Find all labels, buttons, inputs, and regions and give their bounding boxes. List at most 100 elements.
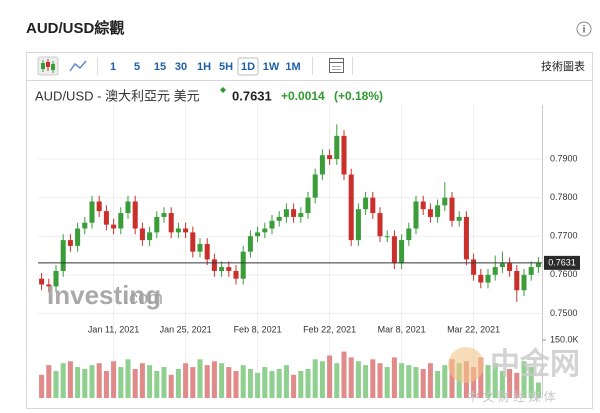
volume-bar (154, 370, 160, 398)
watermark-suffix: .com (124, 288, 163, 308)
candle-body (75, 228, 81, 246)
candle-body (46, 284, 52, 287)
last-price-label: 0.7631 (548, 258, 576, 268)
volume-bar (269, 370, 275, 398)
volume-bar (427, 363, 433, 398)
volume-bar (67, 361, 73, 398)
corner-logo-mark (448, 347, 484, 383)
volume-bar (219, 363, 225, 398)
interval-button[interactable]: 1W (263, 61, 280, 73)
y-tick-label: 0.7600 (550, 269, 578, 279)
page-title: AUD/USD綜觀 (26, 19, 124, 37)
y-tick-label: 0.7500 (550, 308, 578, 318)
quote-price: 0.7631 (232, 88, 272, 103)
candle-body (219, 267, 225, 271)
volume-bar (406, 365, 412, 398)
interval-button[interactable]: 1H (197, 61, 211, 73)
volume-bar (521, 361, 527, 398)
candle-body (312, 174, 318, 198)
volume-bar (118, 367, 124, 398)
last-price-box (544, 255, 580, 270)
candle-body (183, 228, 189, 233)
candle-body (226, 267, 232, 271)
volume-bar (89, 365, 95, 398)
candle-body (499, 263, 505, 268)
settings-icon[interactable] (329, 58, 344, 73)
watermark-brand: Investing (47, 280, 161, 310)
candle-body (96, 201, 102, 212)
volume-bar (96, 363, 102, 398)
candle-body (283, 209, 289, 217)
chart-frame (26, 52, 593, 409)
candle-body (507, 263, 513, 271)
candle-body (175, 228, 181, 233)
volume-bar (276, 369, 282, 398)
volume-bar (75, 367, 81, 398)
candle-body (456, 216, 462, 221)
candle-body (298, 213, 304, 217)
volume-bar (298, 370, 304, 398)
volume-bar (442, 365, 448, 398)
candle-type-icon[interactable] (37, 56, 59, 76)
volume-bar (507, 369, 513, 398)
volume-bar (435, 370, 441, 398)
x-tick-label: Feb 22, 2021 (303, 324, 356, 334)
interval-button[interactable]: 15 (154, 61, 166, 73)
candle-body (82, 222, 88, 229)
candle-body (67, 240, 73, 246)
volume-bar (391, 357, 397, 398)
volume-bar (449, 359, 455, 398)
candle-body (305, 197, 311, 214)
volume-bar (283, 365, 289, 398)
candle-body (399, 240, 405, 264)
volume-bar (139, 363, 145, 398)
interval-button[interactable]: 1 (110, 61, 116, 73)
volume-bar (413, 367, 419, 398)
candle-body (319, 155, 325, 175)
interval-button[interactable]: 5H (219, 61, 233, 73)
corner-logo: 中金网 (490, 347, 580, 381)
volume-bar (161, 367, 167, 398)
candle-body (132, 201, 138, 229)
candle-body (348, 174, 354, 241)
quote-name: AUD/USD - 澳大利亞元 美元 (35, 88, 200, 103)
volume-bar (384, 367, 390, 398)
candle-body (147, 232, 153, 241)
candle-body (103, 211, 109, 225)
volume-bar (492, 363, 498, 398)
volume-bar (255, 372, 261, 398)
x-tick-label: Feb 8, 2021 (234, 324, 282, 334)
candle-body (89, 201, 95, 223)
volume-bar (233, 370, 239, 398)
candle-body (485, 274, 491, 283)
volume-bar (175, 369, 181, 398)
candle-body (427, 209, 433, 217)
volume-bar (226, 367, 232, 398)
candle-body (442, 197, 448, 206)
candle-body (528, 267, 534, 275)
line-type-icon[interactable] (69, 60, 87, 72)
candle-body (211, 259, 217, 271)
candle-body (204, 243, 210, 260)
x-tick-label: Mar 8, 2021 (378, 324, 426, 334)
candle-body (111, 224, 117, 229)
candle-body (154, 216, 160, 233)
volume-bar (535, 382, 541, 398)
candle-body (161, 213, 167, 217)
quote-change: +0.0014 (281, 89, 325, 103)
technical-chart-link[interactable]: 技術圖表 (541, 59, 585, 73)
info-icon[interactable] (576, 21, 592, 37)
interval-button[interactable]: 30 (175, 61, 187, 73)
candle-body (60, 240, 66, 271)
volume-bar (240, 365, 246, 398)
interval-button[interactable]: 1M (285, 61, 300, 73)
volume-bar (363, 365, 369, 398)
candle-body (341, 135, 347, 175)
volume-bar (485, 365, 491, 398)
interval-button[interactable]: 1D (241, 61, 255, 73)
volume-bar (147, 365, 153, 398)
candle-body (463, 216, 469, 260)
interval-button[interactable]: 5 (134, 61, 140, 73)
volume-bar (111, 361, 117, 398)
candle-body (535, 262, 541, 268)
